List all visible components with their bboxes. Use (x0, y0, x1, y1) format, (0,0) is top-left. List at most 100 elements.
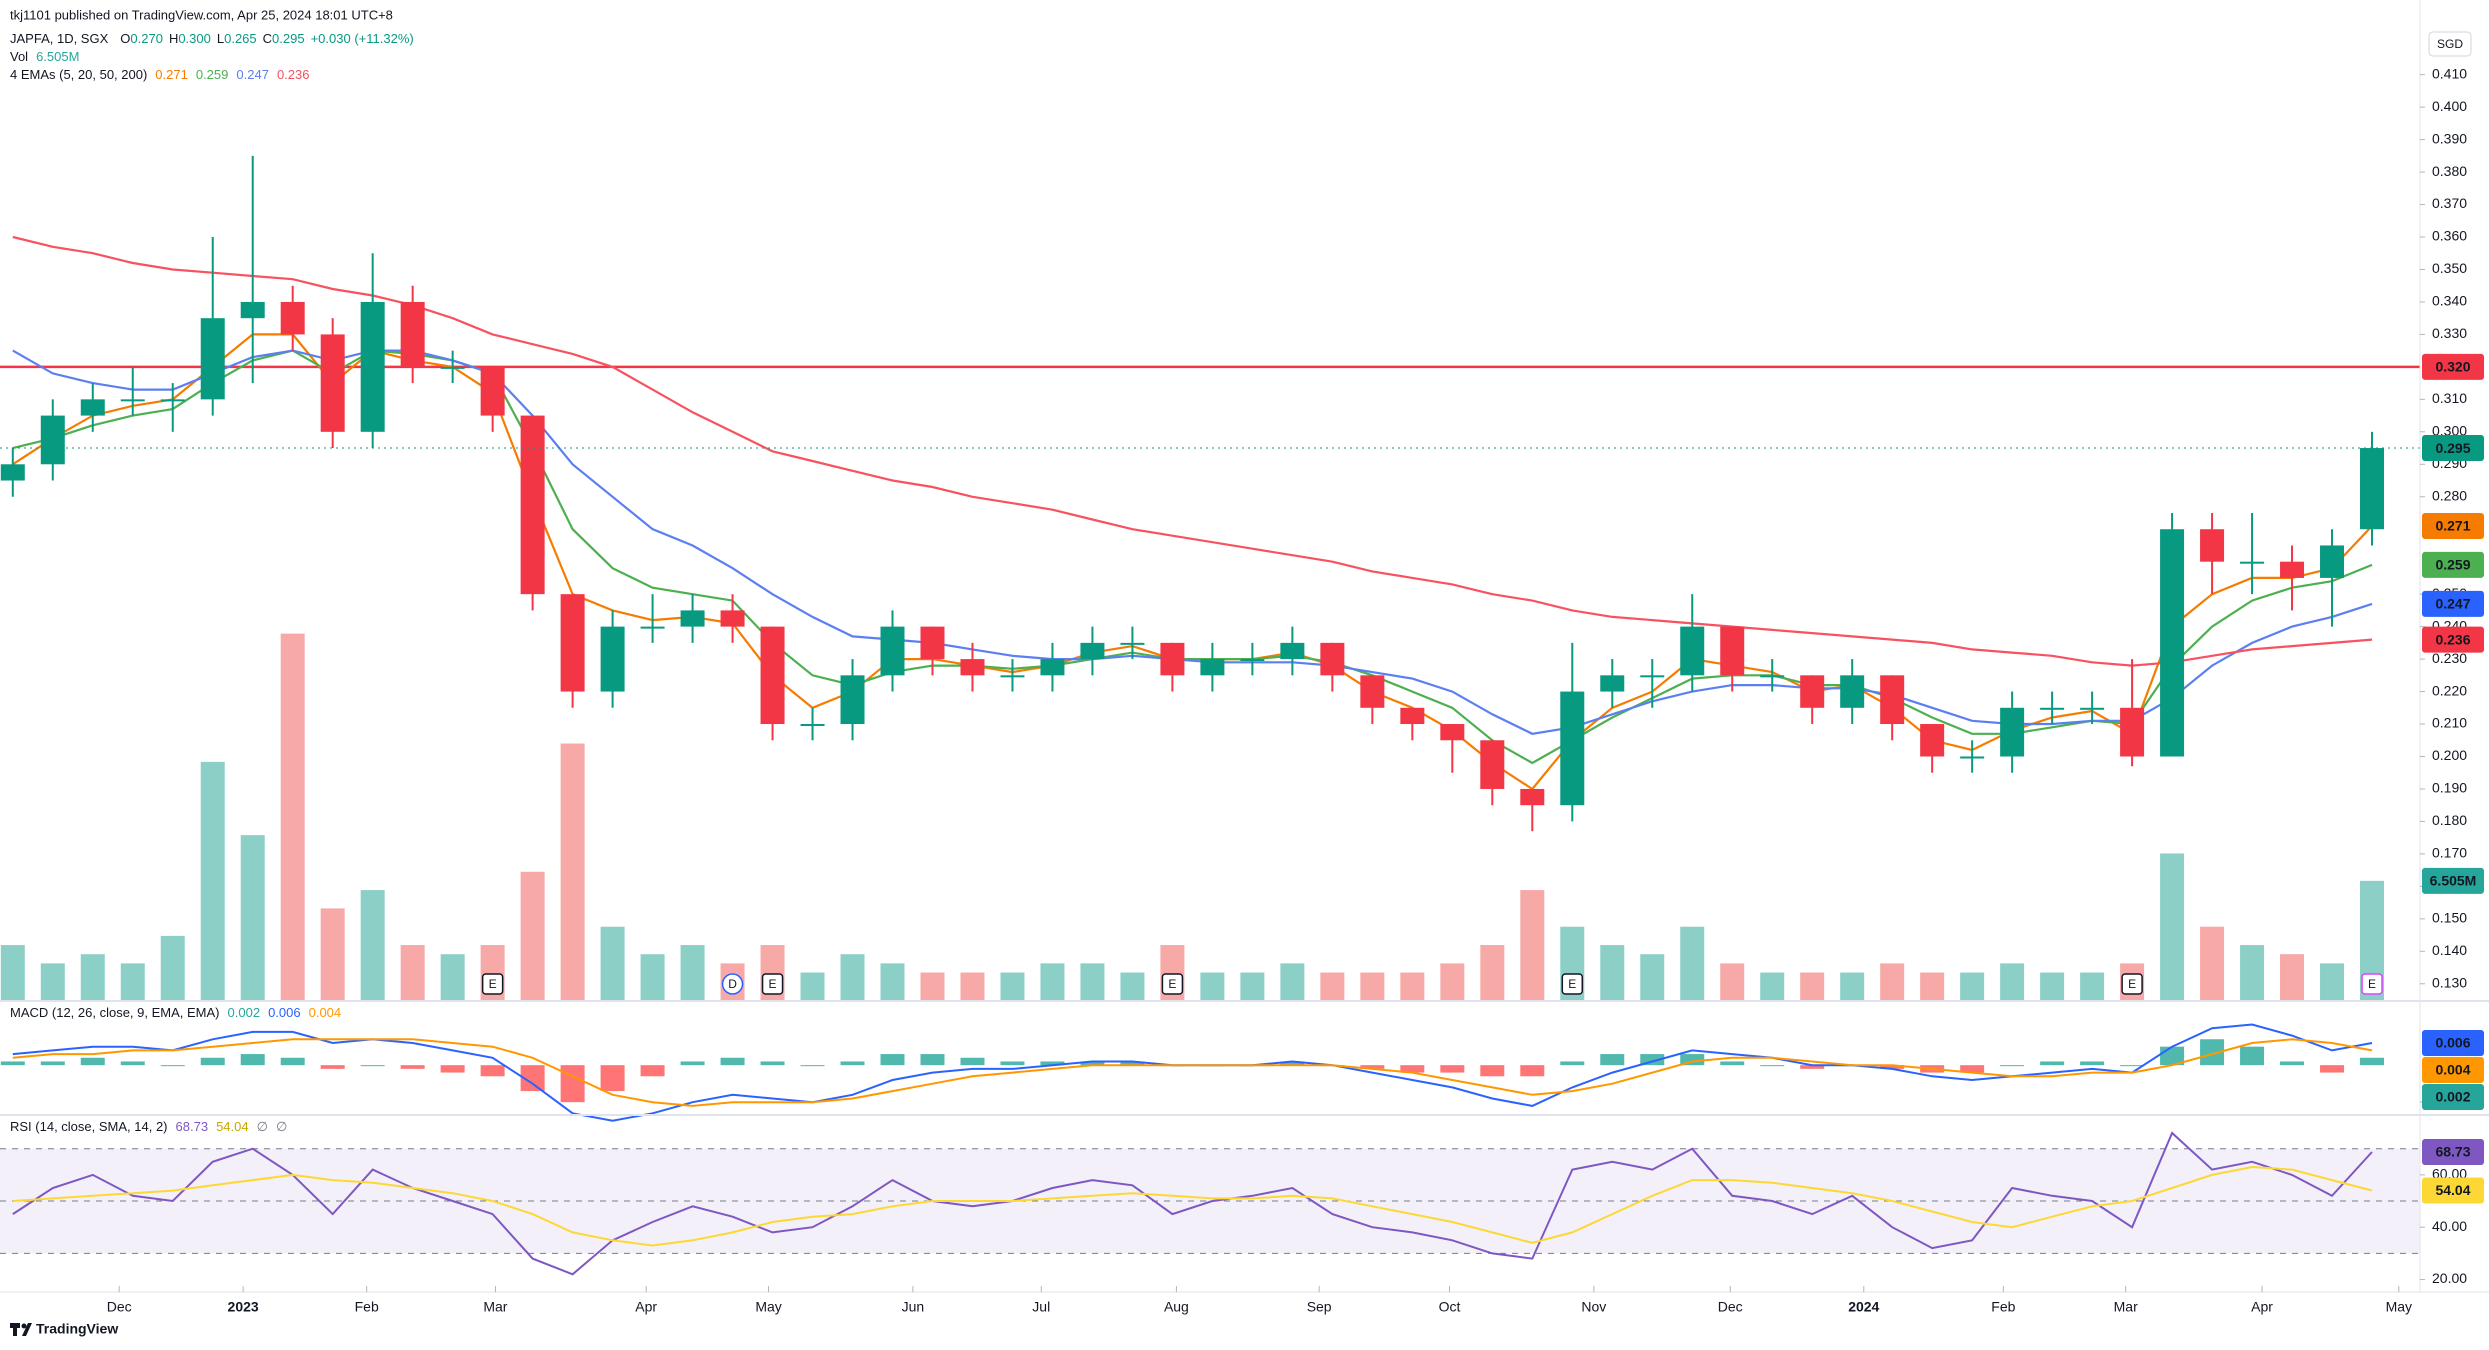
volume-bar (320, 908, 345, 1000)
volume-bar (2360, 880, 2385, 1000)
x-tick-label: Dec (1718, 1299, 1743, 1315)
x-tick-label: Sep (1307, 1299, 1332, 1315)
volume-bar (640, 954, 665, 1000)
macd-histogram-bar (1080, 1061, 1105, 1066)
volume-value: 6.505M (36, 49, 79, 64)
candle-body (2120, 707, 2145, 757)
ohlc-value: 0.265 (224, 31, 257, 46)
y-tick-label: 0.210 (2432, 715, 2467, 731)
macd-histogram-bar (1520, 1065, 1545, 1077)
volume-bar (2000, 963, 2025, 1000)
ema-value: 0.236 (277, 67, 310, 82)
candle-body (2040, 707, 2065, 710)
candle-body (1160, 642, 1185, 676)
rsi-line (12, 1165, 2373, 1247)
macd-histogram-bar (2200, 1039, 2225, 1066)
x-tick-label: 2023 (228, 1299, 259, 1315)
price-tag-label: 0.259 (2435, 557, 2470, 573)
ohlc-key: O (120, 31, 130, 46)
currency-label[interactable]: SGD (2437, 37, 2463, 51)
y-tick-label: 0.300 (2432, 423, 2467, 439)
price-tag-label: 0.006 (2435, 1035, 2470, 1051)
volume-bar (840, 954, 865, 1000)
event-label: E (2128, 977, 2136, 991)
candle-body (720, 610, 745, 627)
x-tick-label: Apr (2251, 1299, 2273, 1315)
y-tick-label: 0.380 (2432, 163, 2467, 179)
y-tick-label: 0.350 (2432, 260, 2467, 276)
x-tick-label: Oct (1439, 1299, 1461, 1315)
macd-histogram-bar (560, 1065, 585, 1103)
event-label: E (2368, 977, 2376, 991)
volume-bar (920, 972, 945, 1000)
ema-value: 0.271 (155, 67, 188, 82)
candle-body (2200, 529, 2225, 562)
event-label: E (1568, 977, 1576, 991)
currency-button[interactable] (2428, 31, 2472, 57)
price-tag-label: 0.295 (2435, 440, 2470, 456)
candle-body (1320, 642, 1345, 676)
price-tag (2422, 353, 2484, 380)
volume-bar (400, 945, 425, 1000)
macd-histogram-bar (1640, 1054, 1665, 1066)
macd-legend: MACD (12, 26, close, 9, EMA, EMA) 0.002 0.… (10, 1005, 341, 1020)
volume-bar (2240, 945, 2265, 1000)
y-tick-label: 0.330 (2432, 325, 2467, 341)
price-tag (2422, 867, 2484, 894)
symbol-line: JAPFA, 1D, SGX O0.270 H0.300 L0.265 C0.295 +0… (10, 31, 414, 46)
macd-histogram-bar (920, 1054, 945, 1066)
earnings-marker (2361, 973, 2383, 995)
volume-bar (880, 963, 905, 1000)
volume-bar (1320, 972, 1345, 1000)
rsi-value: ∅ (276, 1119, 287, 1134)
y-tick-label: 0.150 (2432, 910, 2467, 926)
volume-bar (680, 945, 705, 1000)
macd-histogram-bar (2320, 1065, 2345, 1073)
event-label: E (1168, 977, 1176, 991)
price-tag-label: 0.320 (2435, 359, 2470, 375)
macd-histogram-bar (1280, 1061, 1305, 1066)
ema-legend: 4 EMAs (5, 20, 50, 200) 0.271 0.259 0.247 0.… (10, 67, 309, 82)
volume-label: Vol (10, 49, 28, 64)
volume-bar (2160, 853, 2185, 1000)
volume-bar (960, 972, 985, 1000)
macd-histogram-bar (1960, 1065, 1985, 1073)
volume-bar (40, 963, 65, 1000)
candle-body (1480, 740, 1505, 789)
volume-bar (1760, 972, 1785, 1000)
price-tag-label: 54.04 (2435, 1182, 2470, 1198)
candle-body (2160, 529, 2185, 757)
volume-bar (1800, 972, 1825, 1000)
y-tick-label: 0.130 (2432, 974, 2467, 990)
price-tag (2422, 551, 2484, 578)
published-line: tkj1101 published on TradingView.com, Ap… (10, 7, 393, 22)
x-tick-label: Jun (902, 1299, 925, 1315)
earnings-marker (2121, 973, 2143, 995)
macd-value: 0.002 (228, 1005, 261, 1020)
candle-body (1680, 626, 1705, 676)
volume-bar (1200, 972, 1225, 1000)
macd-histogram-bar (1600, 1054, 1625, 1066)
volume-bar (80, 954, 105, 1000)
x-tick-label: 2024 (1848, 1299, 1879, 1315)
macd-histogram-bar (640, 1065, 665, 1077)
macd-label: MACD (12, 26, close, 9, EMA, EMA) (10, 1005, 220, 1020)
candle-body (840, 675, 865, 725)
macd-histogram-bar (2280, 1061, 2305, 1066)
candle-body (1560, 691, 1585, 806)
volume-bar (1680, 926, 1705, 1000)
candle-body (1760, 675, 1785, 678)
volume-bar (1240, 972, 1265, 1000)
price-tag (2422, 435, 2484, 462)
macd-histogram-bar (1560, 1061, 1585, 1066)
volume-bar (600, 926, 625, 1000)
event-label: E (489, 977, 497, 991)
candle-body (1360, 675, 1385, 708)
candle-body (2360, 448, 2385, 530)
macd-histogram-bar (2240, 1046, 2265, 1066)
macd-histogram-bar (2080, 1061, 2105, 1066)
x-tick-label: Apr (635, 1299, 657, 1315)
macd-histogram-bar (520, 1065, 545, 1092)
